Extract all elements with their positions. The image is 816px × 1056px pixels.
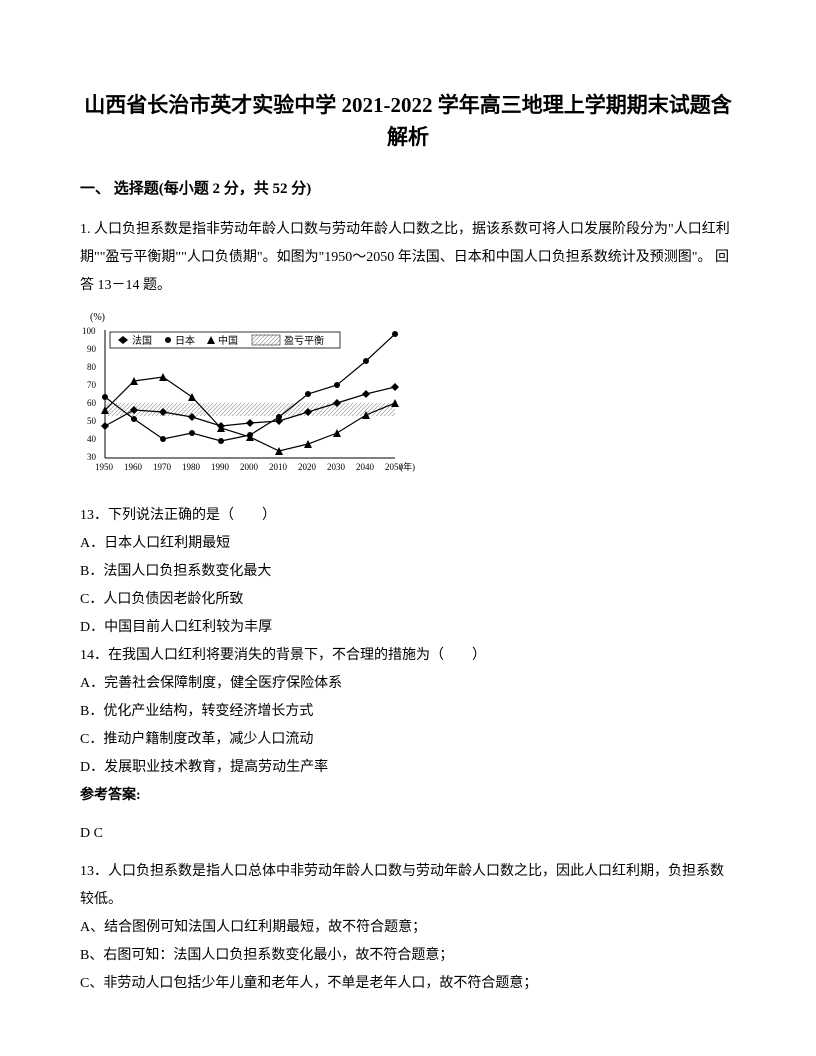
chart-xlabel: (年) [400,461,415,472]
chart-ylabel: (%) [90,312,105,323]
svg-text:日本: 日本 [175,334,195,347]
svg-text:盈亏平衡: 盈亏平衡 [284,335,324,347]
intro-text: 1. 人口负担系数是指非劳动年龄人口数与劳动年龄人口数之比，据该系数可将人口发展… [80,216,736,300]
svg-text:2040: 2040 [356,462,375,472]
svg-text:1980: 1980 [182,462,201,472]
q13-option-a: A．日本人口红利期最短 [80,530,736,558]
svg-text:1970: 1970 [153,462,172,472]
svg-text:1950: 1950 [95,462,114,472]
explain13-c: C、非劳动人口包括少年儿童和老年人，不单是老年人口，故不符合题意； [80,970,736,998]
svg-text:60: 60 [87,398,97,408]
svg-text:2010: 2010 [269,462,288,472]
svg-text:2020: 2020 [298,462,317,472]
svg-text:40: 40 [87,434,97,444]
q14-option-d: D．发展职业技术教育，提高劳动生产率 [80,754,736,782]
chart-svg: (%) 100 90 80 70 60 50 40 30 1950 1960 1… [80,308,420,488]
q13-option-d: D．中国目前人口红利较为丰厚 [80,614,736,642]
answer-text: D C [80,820,736,848]
population-chart: (%) 100 90 80 70 60 50 40 30 1950 1960 1… [80,308,420,488]
svg-text:30: 30 [87,452,97,462]
svg-text:1990: 1990 [211,462,230,472]
svg-text:2000: 2000 [240,462,259,472]
x-axis: 1950 1960 1970 1980 1990 2000 2010 2020 … [95,462,404,472]
svg-text:2030: 2030 [327,462,346,472]
svg-text:1960: 1960 [124,462,143,472]
q14-option-c: C．推动户籍制度改革，减少人口流动 [80,726,736,754]
svg-text:90: 90 [87,344,97,354]
q14-option-a: A．完善社会保障制度，健全医疗保险体系 [80,670,736,698]
explain13-b: B、右图可知：法国人口负担系数变化最小，故不符合题意； [80,942,736,970]
q13-stem: 13．下列说法正确的是（ ） [80,502,736,530]
q13-option-b: B．法国人口负担系数变化最大 [80,558,736,586]
q14-option-b: B．优化产业结构，转变经济增长方式 [80,698,736,726]
q13-option-c: C．人口负债因老龄化所致 [80,586,736,614]
balance-band [105,403,395,416]
page-title: 山西省长治市英才实验中学 2021-2022 学年高三地理上学期期末试题含解析 [80,90,736,153]
svg-text:中国: 中国 [218,334,238,347]
svg-text:法国: 法国 [132,334,152,347]
svg-text:100: 100 [82,326,96,336]
explain13-a: A、结合图例可知法国人口红利期最短，故不符合题意； [80,914,736,942]
y-axis: 100 90 80 70 60 50 40 30 [82,326,97,462]
section-header: 一、 选择题(每小题 2 分，共 52 分) [80,177,736,198]
explain13-intro: 13．人口负担系数是指人口总体中非劳动年龄人口数与劳动年龄人口数之比，因此人口红… [80,858,736,914]
q14-stem: 14．在我国人口红利将要消失的背景下，不合理的措施为（ ） [80,642,736,670]
svg-text:70: 70 [87,380,97,390]
answer-label: 参考答案: [80,782,736,810]
chart-legend: 法国 日本 中国 盈亏平衡 [110,332,340,348]
svg-text:80: 80 [87,362,97,372]
svg-text:50: 50 [87,416,97,426]
